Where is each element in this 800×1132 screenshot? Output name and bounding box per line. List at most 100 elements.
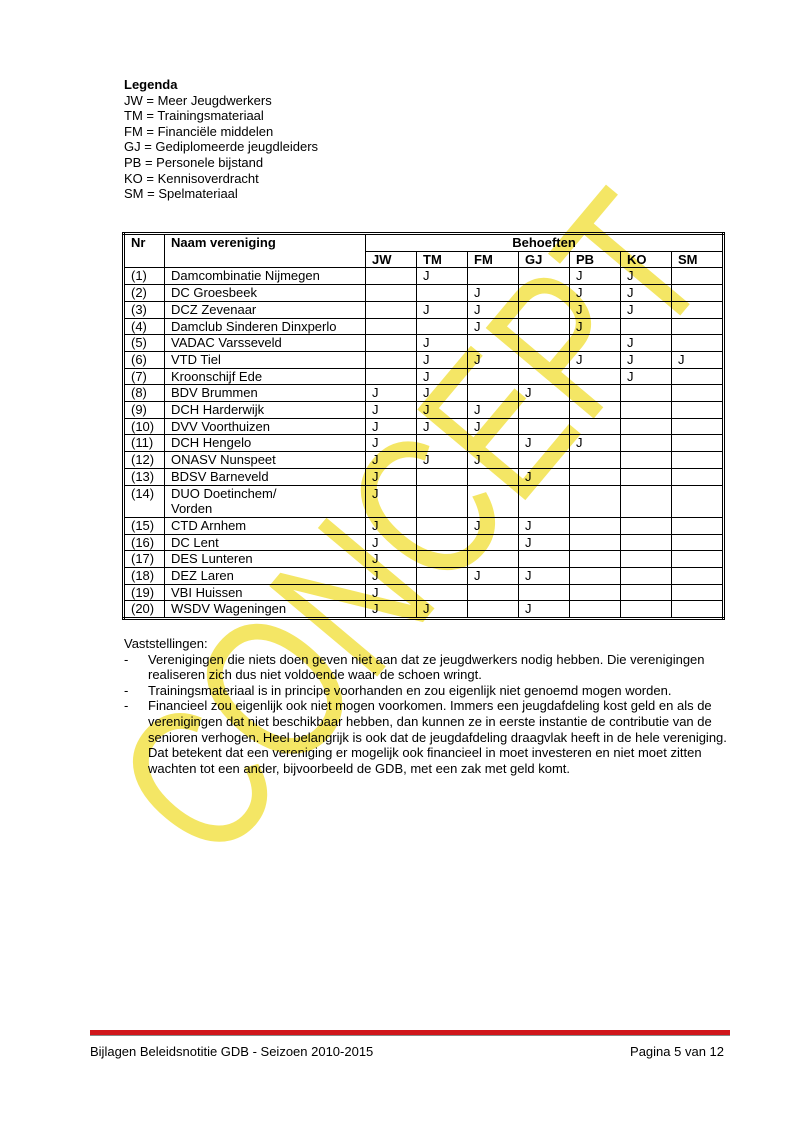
column-header-tm: TM bbox=[416, 250, 468, 269]
need-cell-fm bbox=[467, 267, 519, 286]
need-cell-sm bbox=[671, 533, 724, 552]
need-cell-tm: J bbox=[416, 600, 468, 620]
need-cell-sm bbox=[671, 401, 724, 419]
need-cell-sm: J bbox=[671, 350, 724, 369]
need-cell-gj bbox=[518, 284, 570, 302]
need-cell-sm bbox=[671, 567, 724, 585]
need-cell-fm: J bbox=[467, 317, 519, 336]
need-cell-fm bbox=[467, 384, 519, 403]
need-cell-sm bbox=[671, 451, 724, 469]
row-name: DC Groesbeek bbox=[164, 284, 366, 302]
need-cell-sm bbox=[671, 434, 724, 453]
legend-item: PB = Personele bijstand bbox=[124, 154, 264, 170]
need-cell-jw: J bbox=[365, 533, 417, 552]
need-cell-tm: J bbox=[416, 350, 468, 369]
row-name: ONASV Nunspeet bbox=[164, 451, 366, 469]
need-cell-tm bbox=[416, 583, 468, 602]
need-cell-sm bbox=[671, 550, 724, 569]
row-nr: (8) bbox=[123, 384, 165, 403]
need-cell-jw: J bbox=[365, 484, 417, 518]
need-cell-pb: J bbox=[569, 267, 621, 286]
need-cell-fm bbox=[467, 334, 519, 352]
need-cell-sm bbox=[671, 317, 724, 336]
need-cell-pb bbox=[569, 384, 621, 403]
need-cell-ko bbox=[620, 550, 672, 569]
need-cell-gj: J bbox=[518, 567, 570, 585]
row-name: CTD Arnhem bbox=[164, 516, 366, 535]
column-header-jw: JW bbox=[365, 250, 417, 269]
legend-item: SM = Spelmateriaal bbox=[124, 186, 238, 202]
row-nr: (11) bbox=[123, 434, 165, 453]
need-cell-pb bbox=[569, 583, 621, 602]
row-nr: (10) bbox=[123, 417, 165, 436]
need-cell-ko: J bbox=[620, 367, 672, 386]
table-row: (10) DVV Voorthuizen J J J bbox=[123, 417, 724, 436]
need-cell-jw: J bbox=[365, 567, 417, 585]
need-cell-ko bbox=[620, 583, 672, 602]
table-row: (11) DCH Hengelo J J J bbox=[123, 434, 724, 453]
table-row: (19) VBI Huissen J bbox=[123, 583, 724, 602]
column-header-fm: FM bbox=[467, 250, 519, 269]
need-cell-jw bbox=[365, 267, 417, 286]
row-name: DES Lunteren bbox=[164, 550, 366, 569]
need-cell-pb bbox=[569, 533, 621, 552]
row-nr: (1) bbox=[123, 267, 165, 286]
need-cell-tm: J bbox=[416, 384, 468, 403]
footer-divider bbox=[90, 1030, 730, 1036]
table-row: (3) DCZ Zevenaar J J J J bbox=[123, 300, 724, 319]
need-cell-jw: J bbox=[365, 600, 417, 620]
need-cell-sm bbox=[671, 284, 724, 302]
table-row: (1) Damcombinatie Nijmegen J J J bbox=[123, 267, 724, 286]
need-cell-jw bbox=[365, 317, 417, 336]
legend-item: FM = Financiële middelen bbox=[124, 123, 274, 139]
need-cell-jw: J bbox=[365, 467, 417, 486]
need-cell-tm: J bbox=[416, 300, 468, 319]
row-nr: (16) bbox=[123, 533, 165, 552]
row-nr: (7) bbox=[123, 367, 165, 386]
need-cell-ko bbox=[620, 600, 672, 620]
row-nr: (4) bbox=[123, 317, 165, 336]
need-cell-gj: J bbox=[518, 600, 570, 620]
need-cell-sm bbox=[671, 484, 724, 518]
need-cell-jw: J bbox=[365, 516, 417, 535]
need-cell-tm bbox=[416, 284, 468, 302]
need-cell-gj bbox=[518, 267, 570, 286]
row-name: VADAC Varsseveld bbox=[164, 334, 366, 352]
row-nr: (20) bbox=[123, 600, 165, 620]
bullet-dash: - bbox=[124, 698, 129, 714]
row-name: DCH Harderwijk bbox=[164, 401, 366, 419]
row-nr: (6) bbox=[123, 350, 165, 369]
need-cell-ko: J bbox=[620, 300, 672, 319]
row-name: DCH Hengelo bbox=[164, 434, 366, 453]
footer-title: Bijlagen Beleidsnotitie GDB - Seizoen 20… bbox=[90, 1044, 374, 1059]
table-row: (6) VTD Tiel J J J J J bbox=[123, 350, 724, 369]
need-cell-jw: J bbox=[365, 401, 417, 419]
finding-item: - Verenigingen die niets doen geven niet … bbox=[124, 652, 744, 683]
table-row: (8) BDV Brummen J J J bbox=[123, 384, 724, 403]
need-cell-pb bbox=[569, 467, 621, 486]
finding-text: Trainingsmateriaal is in principe voorha… bbox=[148, 682, 672, 698]
need-cell-ko bbox=[620, 317, 672, 336]
need-cell-pb bbox=[569, 417, 621, 436]
need-cell-gj bbox=[518, 550, 570, 569]
row-name: Kroonschijf Ede bbox=[164, 367, 366, 386]
table-row: (7) Kroonschijf Ede J J bbox=[123, 367, 724, 386]
row-name: BDV Brummen bbox=[164, 384, 366, 403]
need-cell-sm bbox=[671, 384, 724, 403]
need-cell-sm bbox=[671, 417, 724, 436]
need-cell-tm bbox=[416, 467, 468, 486]
row-nr: (5) bbox=[123, 334, 165, 352]
need-cell-fm bbox=[467, 484, 519, 518]
need-cell-sm bbox=[671, 300, 724, 319]
need-cell-ko bbox=[620, 533, 672, 552]
need-cell-pb bbox=[569, 567, 621, 585]
row-nr: (17) bbox=[123, 550, 165, 569]
row-name: DCZ Zevenaar bbox=[164, 300, 366, 319]
column-header-sm: SM bbox=[671, 250, 724, 269]
row-name: BDSV Barneveld bbox=[164, 467, 366, 486]
need-cell-fm bbox=[467, 550, 519, 569]
need-cell-tm: J bbox=[416, 367, 468, 386]
table-row: (15) CTD Arnhem J J J bbox=[123, 516, 724, 535]
need-cell-gj bbox=[518, 367, 570, 386]
header-behoeften: Behoeften bbox=[365, 233, 724, 252]
